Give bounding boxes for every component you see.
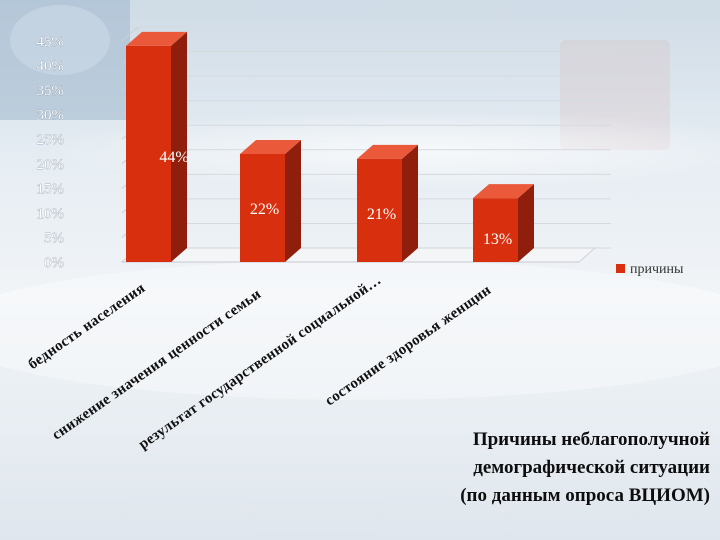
bar (240, 139, 301, 262)
caption-line-2: демографической ситуации (473, 457, 710, 478)
bar-side (171, 31, 187, 262)
y-tick-label: 25% (37, 132, 65, 148)
x-category-label: бедность населения (25, 280, 148, 373)
bar-side (402, 144, 418, 262)
bar-data-label: 13% (483, 231, 512, 248)
data-labels: 44% 22% 21% 13% (159, 149, 512, 248)
y-tick-label: 5% (44, 230, 64, 246)
y-tick-label: 20% (37, 157, 65, 173)
bar (126, 31, 187, 263)
legend-swatch (616, 264, 625, 273)
gridline-diag (121, 26, 139, 42)
y-tick-label: 0% (44, 255, 64, 271)
legend-label: причины (630, 262, 684, 277)
caption-line-3: (по данным опроса ВЦИОМ) (460, 485, 710, 506)
bar-top (473, 184, 534, 199)
bar-front (240, 153, 285, 262)
y-tick-label: 35% (37, 83, 65, 99)
x-category-label: снижение значения ценности семьи (49, 286, 264, 443)
bar-data-label: 22% (250, 201, 279, 218)
bar-data-label: 44% (159, 149, 188, 166)
slide-caption: Причины неблагополучной демографической … (380, 426, 710, 510)
bar-top (126, 31, 187, 46)
bar-front (126, 45, 171, 263)
bar (473, 184, 534, 262)
caption-line-1: Причины неблагополучной (472, 429, 710, 450)
y-tick-label: 15% (37, 181, 65, 197)
y-tick-label: 45% (37, 34, 65, 50)
y-tick-label: 30% (37, 108, 65, 124)
legend: причины (616, 262, 684, 277)
bar-side (285, 139, 301, 262)
bars (126, 31, 534, 263)
y-tick-label: 40% (37, 59, 65, 75)
y-tick-label: 10% (37, 206, 65, 222)
bar-top (240, 139, 301, 154)
bar-data-label: 21% (367, 206, 396, 223)
bar-front (357, 158, 402, 262)
bar-top (357, 144, 418, 159)
bar-front (473, 198, 518, 262)
bar (357, 144, 418, 262)
bar-side (518, 184, 534, 262)
y-axis-ticks: 0% 5% 10% 15% 20% 25% 30% 35% 40% 45% (36, 34, 65, 272)
